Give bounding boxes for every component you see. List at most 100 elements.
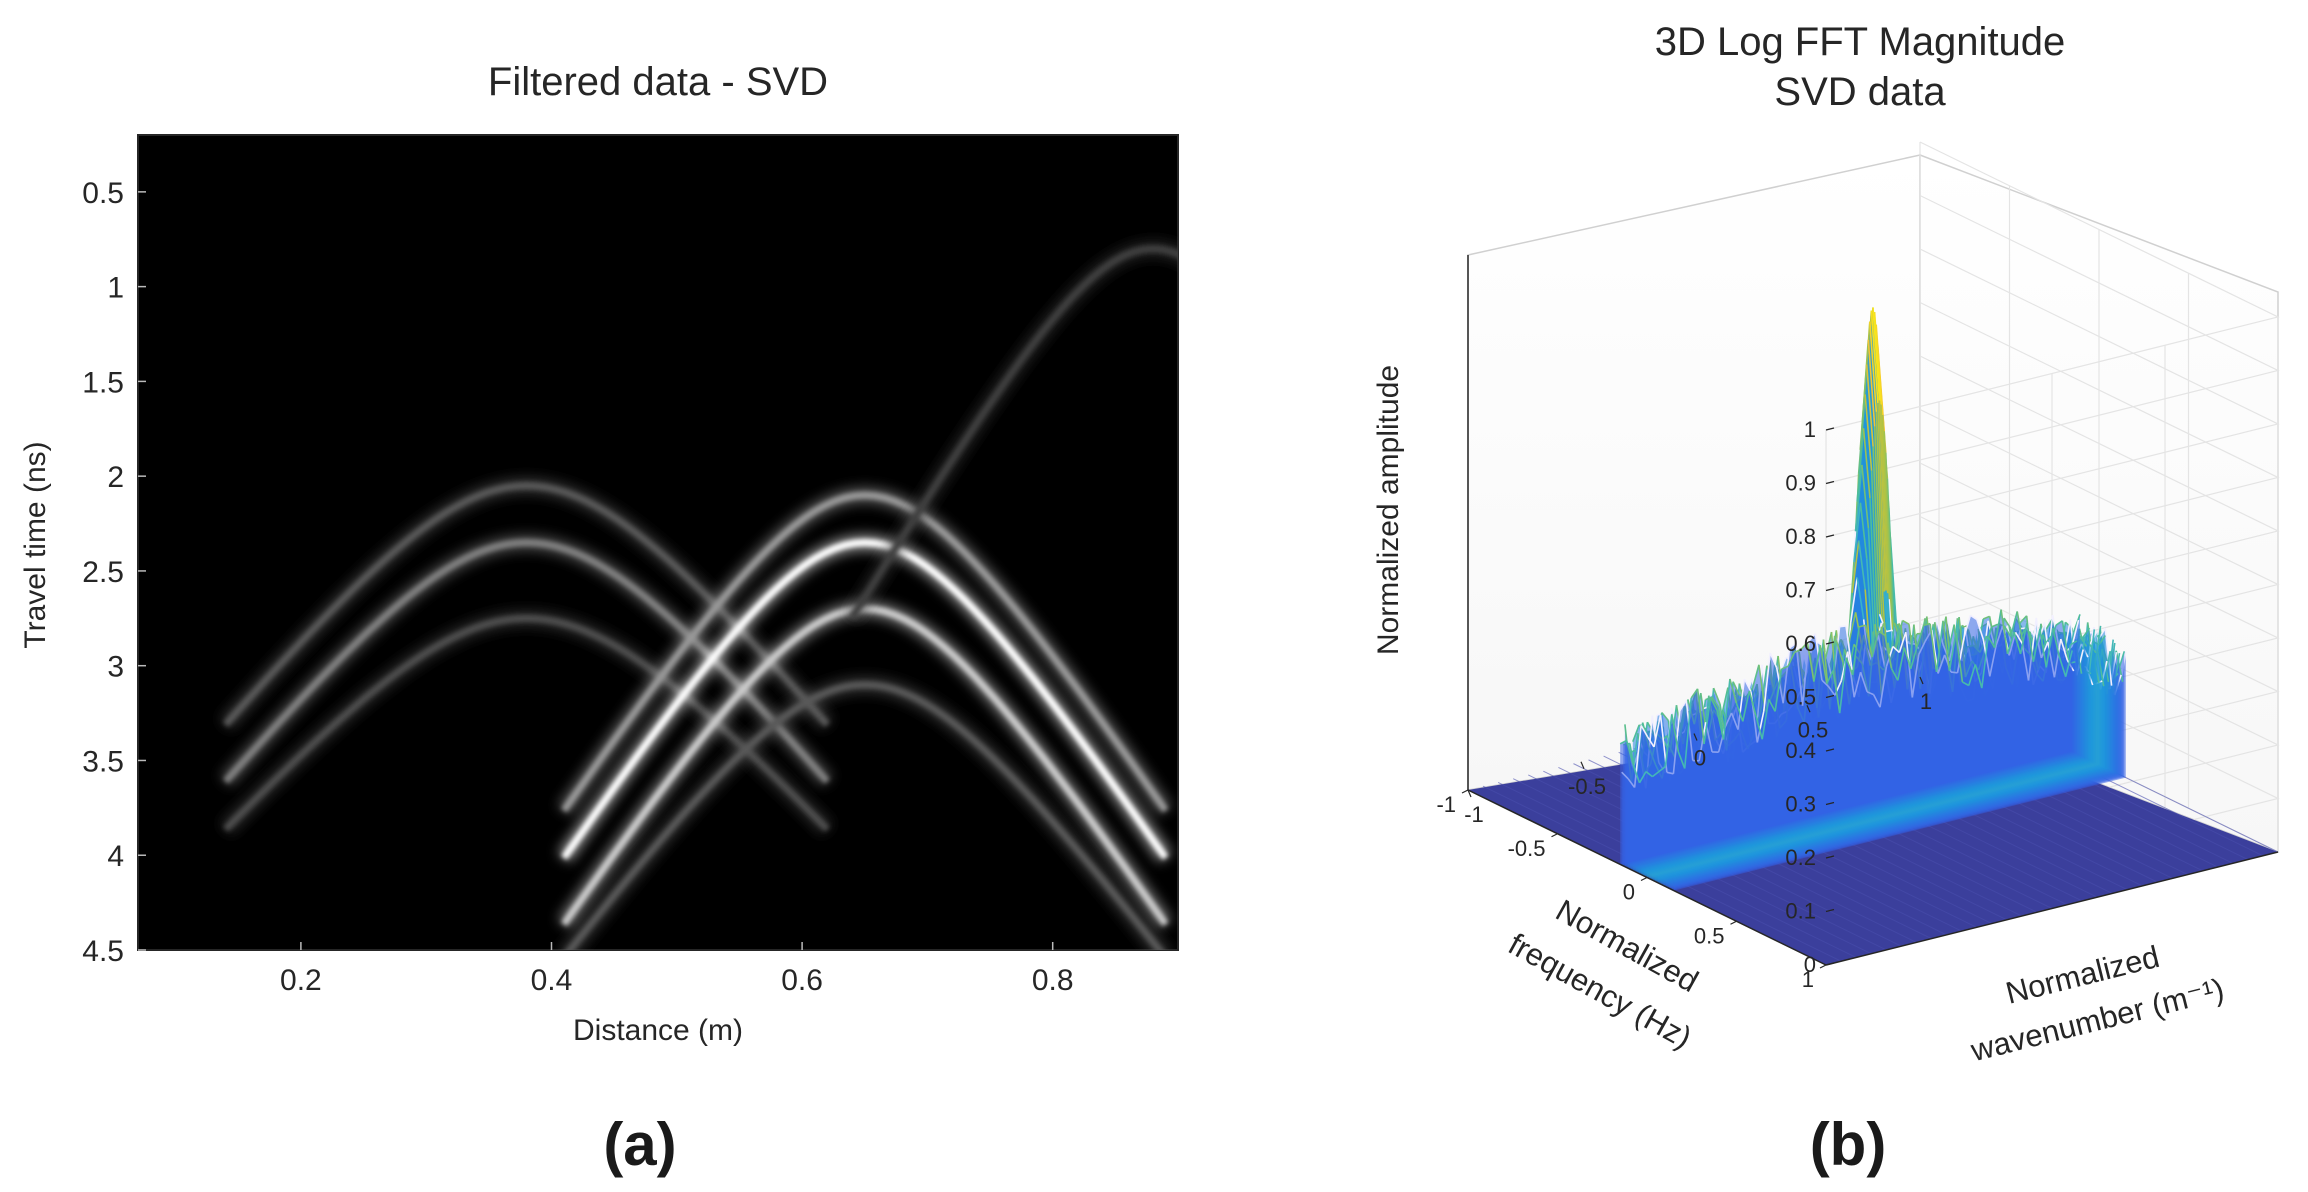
panel-b-surface-mesh: [1976, 619, 1985, 640]
panel-b-surface-mesh: [1858, 540, 1866, 590]
panel-b-surface-mesh: [1712, 687, 1721, 705]
panel-a-y-tick-label: 3: [107, 651, 124, 684]
panel-b-surface: [1619, 307, 2127, 891]
panel-b-surface-mesh: [1864, 394, 1873, 471]
panel-b-surface-mesh: [1732, 681, 1741, 696]
panel-b-surface-mesh: [2082, 627, 2091, 638]
panel-b-surface-mesh: [1898, 631, 1907, 653]
panel-b-title-line2: SVD data: [1774, 70, 1946, 114]
panel-b-z-tick-label: 0.7: [1785, 578, 1816, 603]
panel-b-z-tick-mark: [1825, 908, 1835, 913]
panel-b-surface-mesh: [1826, 670, 1834, 684]
panel-b-surface-mesh: [2060, 638, 2069, 661]
panel-b-surface-mesh: [1709, 697, 1718, 711]
panel-b-surface-mesh: [1653, 714, 1662, 748]
panel-b-surface-mesh: [1871, 630, 1880, 658]
panel-a-y-tick-label: 4: [107, 840, 124, 873]
panel-b-surface-mesh: [1767, 699, 1776, 712]
panel-b-x-tick-label: -1: [1436, 792, 1456, 817]
panel-b-surface-mesh: [1638, 771, 1647, 784]
panel-b-x-tick-label: 1: [1802, 967, 1814, 992]
panel-b-surface-mesh: [2039, 628, 2048, 668]
panel-b-surface-mesh: [1658, 765, 1666, 773]
panel-b-surface-mesh: [1867, 339, 1876, 427]
panel-b-surface-mesh: [1872, 307, 1881, 401]
panel-b-title-line1: 3D Log FFT Magnitude: [1655, 20, 2066, 64]
panel-b-surface-mesh: [1781, 665, 1789, 670]
panel-b-y-tick-mark: [1919, 676, 1924, 685]
panel-b-x-tick-mark: [1819, 964, 1827, 969]
panel-b-surface-mesh: [1955, 632, 1964, 683]
panel-b-surface-mesh: [1854, 464, 1863, 532]
panel-b-surface-mesh: [1902, 619, 1910, 625]
panel-b-z-tick-label: 0.2: [1785, 845, 1816, 870]
panel-b-surface-mesh: [2079, 635, 2088, 647]
panel-b-surface-mesh: [1848, 612, 1857, 642]
panel-b-surface-mesh: [1671, 714, 1680, 752]
panel-b-y-tick-label: 0.5: [1798, 717, 1829, 742]
panel-a-y-label: Travel time (ns): [19, 441, 52, 648]
panel-b-y-tick-mark: [1693, 733, 1698, 741]
panel-b-y-axis-line: [1825, 851, 2279, 966]
panel-b-surface-mesh: [1679, 699, 1687, 712]
panel-b-surface-mesh: [1763, 652, 1771, 712]
panel-b-surface-mesh: [1856, 577, 1865, 620]
panel-a-label: (a): [603, 1111, 676, 1178]
panel-a-y-tick-label: 0.5: [82, 177, 124, 210]
panel-b-surface-mesh: [1845, 657, 1854, 676]
panel-b-surface-mesh: [1883, 431, 1892, 609]
panel-b-z-tick-label: 0: [1804, 952, 1816, 977]
panel-b-surface-mesh: [1716, 710, 1725, 740]
panel-b-surface-mesh: [1858, 624, 1866, 628]
panel-b-surface-mesh: [2043, 635, 2052, 645]
panel-b: 3D Log FFT Magnitude SVD data 0 0.1 0.2 0.3…: [1372, 20, 2280, 1178]
panel-b-surface-mesh: [1851, 540, 1860, 593]
panel-b-surface-mesh: [2055, 620, 2063, 626]
panel-b-z-tick-mark: [1825, 427, 1835, 431]
panel-b-surface-mesh: [1729, 678, 1738, 704]
panel-b-surface-mesh: [1875, 411, 1884, 597]
panel-a-title: Filtered data - SVD: [488, 60, 828, 104]
panel-b-surface-mesh: [1683, 698, 1692, 769]
panel-b-surface-mesh: [1897, 647, 1906, 681]
panel-b-y-tick-mark: [1806, 705, 1811, 713]
panel-b-surface-mesh: [1878, 400, 1887, 591]
panel-b-surface-mesh: [1722, 678, 1731, 740]
panel-b-surface-mesh: [1800, 641, 1808, 650]
panel-b-surface-mesh: [1861, 464, 1870, 529]
panel-b-surface-mesh: [1849, 577, 1858, 623]
panel-b-z-ticks: 00.10.20.30.40.50.60.70.80.91: [1785, 417, 1835, 977]
panel-b-surface-mesh: [1870, 470, 1879, 628]
panel-b-y-tick-mark: [1467, 789, 1472, 798]
panel-b-z-tick-mark: [1825, 748, 1835, 752]
panel-b-surface-mesh: [1981, 636, 1989, 689]
panel-b-z-tick-label: 0.3: [1785, 792, 1816, 817]
panel-b-surface-mesh: [2026, 623, 2035, 662]
panel-b-y-tick-label: -0.5: [1568, 774, 1606, 799]
panel-b-surface-mesh: [1968, 664, 1977, 686]
panel-b-surface-mesh: [2000, 609, 2009, 655]
panel-a-y-tick-label: 2.5: [82, 556, 124, 589]
panel-b-y-tick-label: 0: [1694, 746, 1706, 771]
panel-b-surface-mesh: [1859, 502, 1868, 559]
panel-b-surface-mesh: [1877, 403, 1886, 592]
panel-b-surface-mesh: [1870, 310, 1879, 404]
panel-b-surface-mesh: [1969, 614, 1978, 621]
panel-b-surface-mesh: [1963, 615, 1972, 638]
panel-b-y-ticks: -1 -0.5 0 0.5 1: [1464, 676, 1932, 827]
panel-b-surface-mesh: [1974, 664, 1983, 689]
panel-b-surface-mesh: [1885, 629, 1893, 633]
panel-a-y-tick-label: 1.5: [82, 366, 124, 399]
panel-b-y-tick-label: -1: [1464, 802, 1484, 827]
panel-b-surface-mesh: [1885, 452, 1893, 621]
panel-b-surface-mesh: [1787, 652, 1796, 667]
panel-b-surface-mesh: [1856, 428, 1865, 502]
panel-b-surface-mesh: [1890, 667, 1899, 681]
panel-a-reflector: [223, 538, 830, 784]
panel-b-z-tick-mark: [1825, 641, 1835, 645]
panel-b-surface-mesh: [1982, 615, 1990, 620]
panel-b-surface-mesh: [1942, 620, 1951, 671]
panel-b-x-tick-mark: [1461, 789, 1469, 794]
panel-b-surface-mesh: [2045, 627, 2054, 668]
panel-b-surface-mesh: [2058, 656, 2067, 677]
